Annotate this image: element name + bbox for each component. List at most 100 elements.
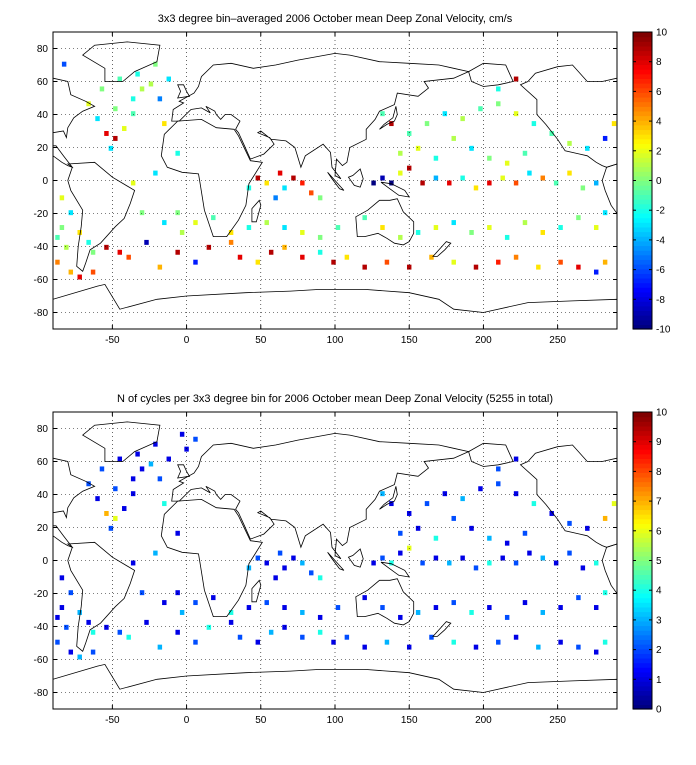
data-cell	[398, 150, 403, 156]
colorbar-segment	[633, 69, 652, 75]
data-cell	[496, 86, 501, 92]
colorbar-segment	[633, 449, 652, 455]
y-tick-label: -80	[34, 688, 49, 699]
data-cell	[469, 145, 474, 151]
colorbar-segment	[633, 500, 652, 506]
coastline	[171, 52, 470, 180]
data-cell	[593, 225, 599, 230]
colorbar-segment	[633, 166, 652, 172]
colorbar-segment	[633, 36, 652, 42]
data-cell	[576, 595, 581, 601]
data-cell	[433, 155, 439, 161]
data-cell	[144, 619, 149, 625]
colorbar-segment	[633, 32, 652, 38]
data-cell	[268, 249, 274, 255]
data-cell	[460, 496, 465, 502]
data-cell	[513, 456, 519, 462]
data-cell	[371, 560, 376, 566]
chart-title: 3x3 degree bin–averaged 2006 October mea…	[158, 13, 513, 25]
colorbar-tick-label: 0	[656, 176, 662, 187]
data-cell	[389, 180, 394, 186]
data-cell	[380, 225, 385, 230]
colorbar-segment	[633, 324, 652, 330]
colorbar-segment	[633, 425, 652, 432]
x-tick-label: 0	[184, 335, 190, 346]
y-tick-label: 20	[37, 143, 49, 154]
colorbar-segment	[633, 45, 652, 52]
data-cell	[86, 619, 91, 625]
coastline	[468, 442, 514, 467]
data-cell	[447, 180, 452, 186]
data-cell	[317, 234, 323, 240]
colorbar-tick-label: 6	[656, 87, 662, 98]
colorbar-segment	[633, 606, 652, 613]
data-cell	[406, 644, 412, 650]
coastline	[171, 432, 470, 560]
data-cell	[451, 639, 456, 645]
colorbar-segment	[633, 435, 652, 441]
data-cell	[282, 565, 287, 571]
colorbar-segment	[633, 602, 652, 608]
y-tick-label: 40	[37, 490, 49, 501]
data-cell	[309, 190, 314, 196]
data-cell	[406, 131, 412, 136]
data-cell	[282, 624, 287, 630]
data-cell	[255, 639, 261, 645]
data-cell	[153, 170, 158, 176]
data-cell	[558, 605, 563, 610]
colorbar-segment	[633, 671, 652, 678]
colorbar-segment	[633, 685, 652, 692]
data-cell	[282, 185, 287, 191]
colorbar-tick-label: 4	[656, 586, 662, 597]
data-cell	[593, 180, 599, 186]
data-cell	[433, 225, 439, 230]
data-cell	[362, 644, 367, 650]
coastline	[251, 579, 262, 603]
data-cell	[255, 555, 261, 561]
data-cell	[398, 614, 403, 620]
colorbar-segment	[633, 296, 652, 302]
data-cell	[175, 530, 180, 536]
data-cell	[86, 239, 91, 245]
data-cell	[576, 215, 581, 221]
colorbar-segment	[633, 639, 652, 645]
data-cell	[317, 614, 323, 620]
colorbar-segment	[633, 236, 652, 242]
data-cell	[469, 230, 474, 235]
colorbar-segment	[633, 463, 652, 469]
data-cell	[585, 525, 590, 531]
data-cell	[113, 135, 118, 141]
colorbar-segment	[633, 268, 652, 274]
data-cell	[237, 254, 243, 260]
data-cell	[246, 565, 252, 571]
colorbar-segment	[633, 148, 652, 154]
data-cell	[282, 244, 287, 250]
data-cell	[300, 230, 305, 235]
data-cell	[451, 220, 456, 226]
data-cell	[55, 259, 60, 265]
y-tick-label: -40	[34, 622, 49, 633]
coastline	[82, 41, 161, 82]
colorbar-segment	[633, 625, 652, 631]
data-cell	[398, 530, 403, 536]
data-cell	[504, 234, 510, 240]
colorbar-segment	[633, 592, 652, 599]
data-cell	[77, 610, 82, 615]
colorbar-tick-label: 10	[656, 408, 668, 419]
data-cell	[95, 116, 100, 122]
data-cell	[122, 126, 127, 131]
data-cell	[415, 525, 421, 531]
colorbar-segment	[633, 541, 652, 548]
colorbar-segment	[633, 648, 652, 654]
colorbar-tick-label: -8	[656, 295, 665, 306]
data-cell	[179, 431, 185, 437]
data-cell	[558, 225, 563, 230]
data-cell	[90, 249, 96, 255]
data-cell	[166, 76, 171, 82]
colorbar-segment	[633, 551, 652, 557]
colorbar-tick-label: -4	[656, 235, 665, 246]
data-cell	[398, 234, 403, 240]
colorbar-segment	[633, 416, 652, 422]
data-cell	[424, 121, 430, 127]
data-cell	[447, 560, 452, 566]
